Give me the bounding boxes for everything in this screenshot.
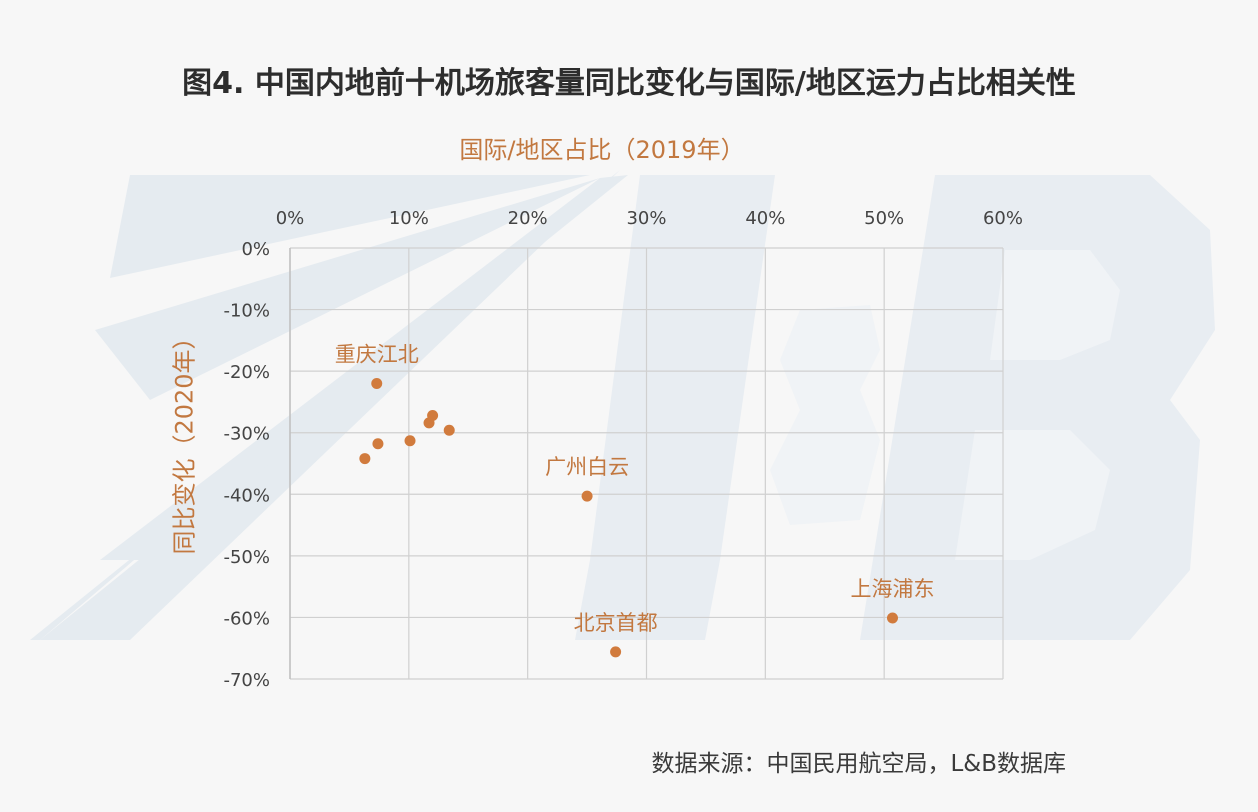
- x-tick-label: 30%: [626, 208, 666, 229]
- y-tick-label: -20%: [223, 362, 270, 383]
- y-tick-label: -70%: [223, 670, 270, 691]
- data-point: [372, 438, 384, 450]
- y-tick-label: 0%: [241, 239, 270, 260]
- y-tick-label: -60%: [223, 608, 270, 629]
- data-point: [427, 409, 439, 421]
- x-axis-label: 国际/地区占比（2019年）: [459, 136, 745, 164]
- data-point: [886, 612, 898, 624]
- data-point: [581, 490, 593, 502]
- point-label: 重庆江北: [335, 342, 419, 366]
- x-tick-label: 40%: [745, 208, 785, 229]
- x-tick-label: 50%: [864, 208, 904, 229]
- point-label: 北京首都: [574, 611, 658, 635]
- data-point: [443, 424, 455, 436]
- chart-title: 图4. 中国内地前十机场旅客量同比变化与国际/地区运力占比相关性: [182, 66, 1076, 101]
- y-tick-label: -50%: [223, 547, 270, 568]
- point-label: 上海浦东: [850, 577, 934, 601]
- source-note: 数据来源：中国民用航空局，L&B数据库: [651, 751, 1066, 777]
- y-tick-label: -10%: [223, 301, 270, 322]
- x-tick-label: 10%: [389, 208, 429, 229]
- x-tick-label: 60%: [983, 208, 1023, 229]
- x-tick-label: 0%: [276, 208, 305, 229]
- point-label: 广州白云: [545, 455, 629, 479]
- data-point: [371, 377, 383, 389]
- x-tick-label: 20%: [508, 208, 548, 229]
- data-point: [359, 453, 371, 465]
- y-tick-label: -40%: [223, 485, 270, 506]
- y-tick-label: -30%: [223, 424, 270, 445]
- data-point: [404, 435, 416, 447]
- data-point: [610, 646, 622, 658]
